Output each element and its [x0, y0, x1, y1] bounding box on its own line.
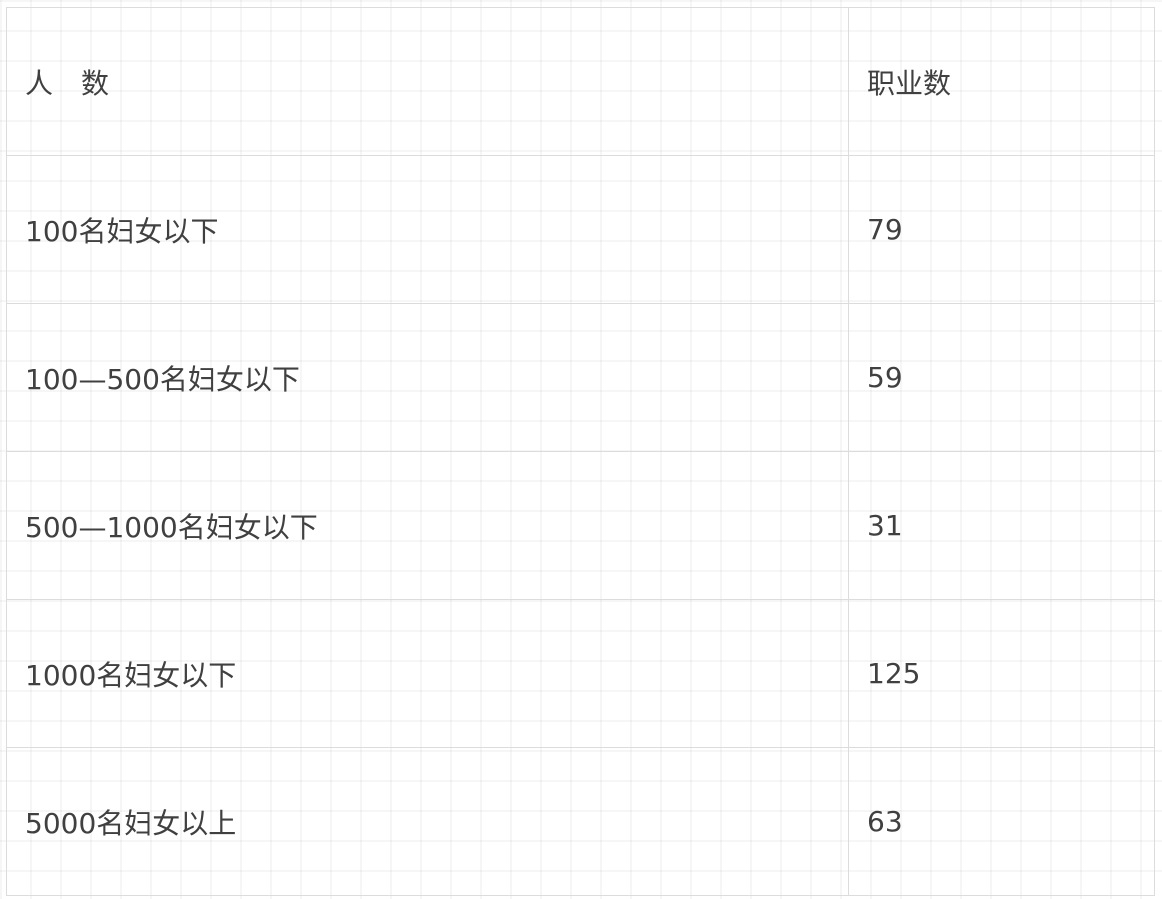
cell-people: 100—500名妇女以下 — [6, 303, 849, 452]
table-header-row: 人 数 职业数 — [6, 7, 1155, 156]
table-row: 100名妇女以下 79 — [6, 155, 1155, 304]
header-people: 人 数 — [6, 7, 849, 156]
cell-occupations: 79 — [848, 155, 1155, 304]
cell-occupations: 31 — [848, 451, 1155, 600]
cell-occupations: 59 — [848, 303, 1155, 452]
cell-people: 5000名妇女以上 — [6, 747, 849, 896]
table-row: 5000名妇女以上 63 — [6, 747, 1155, 896]
header-occupations: 职业数 — [848, 7, 1155, 156]
cell-occupations: 63 — [848, 747, 1155, 896]
table-row: 100—500名妇女以下 59 — [6, 303, 1155, 452]
cell-people: 100名妇女以下 — [6, 155, 849, 304]
table-row: 500—1000名妇女以下 31 — [6, 451, 1155, 600]
data-table: 人 数 职业数 100名妇女以下 79 100—500名妇女以下 59 500—1000… — [6, 7, 1155, 896]
cell-people: 500—1000名妇女以下 — [6, 451, 849, 600]
cell-occupations: 125 — [848, 599, 1155, 748]
table-row: 1000名妇女以下 125 — [6, 599, 1155, 748]
cell-people: 1000名妇女以下 — [6, 599, 849, 748]
